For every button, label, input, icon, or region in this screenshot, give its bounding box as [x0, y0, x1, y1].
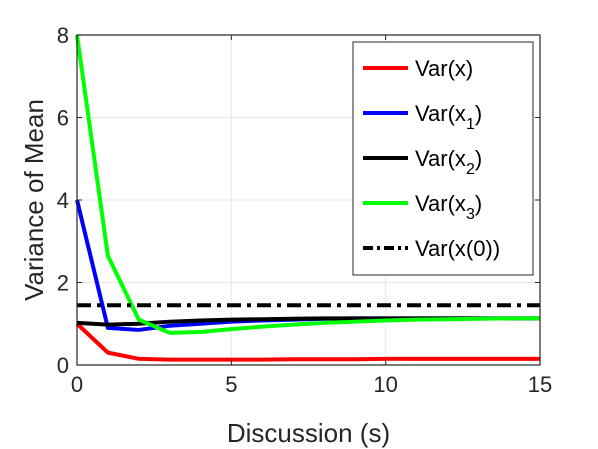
y-axis-label: Variance of Mean [19, 99, 49, 301]
x-tick-label: 0 [71, 372, 83, 397]
legend-label-2: Var(x1) [415, 101, 482, 133]
series-line-4 [75, 34, 540, 335]
y-tick-label: 0 [57, 353, 69, 378]
y-tick-label: 6 [57, 106, 69, 131]
legend: Var(x) Var(x1) Var(x2) Var(x3) Var(x(0)) [352, 41, 534, 276]
series-line-1 [75, 322, 540, 362]
legend-label-4: Var(x3) [415, 191, 482, 223]
x-tick-label: 15 [528, 372, 552, 397]
y-tick-label: 2 [57, 271, 69, 296]
y-tick-label: 8 [57, 23, 69, 48]
series-lines [75, 34, 540, 362]
x-tick-label: 10 [373, 372, 397, 397]
x-tick-label: 5 [225, 372, 237, 397]
legend-label-1: Var(x) [415, 56, 473, 81]
legend-label-5: Var(x(0)) [415, 236, 500, 261]
x-axis-label: Discussion (s) [227, 418, 390, 448]
axis-ticks: 0 5 10 15 0 2 4 6 8 [57, 23, 552, 397]
y-tick-label: 4 [57, 188, 69, 213]
legend-label-3: Var(x2) [415, 146, 482, 178]
